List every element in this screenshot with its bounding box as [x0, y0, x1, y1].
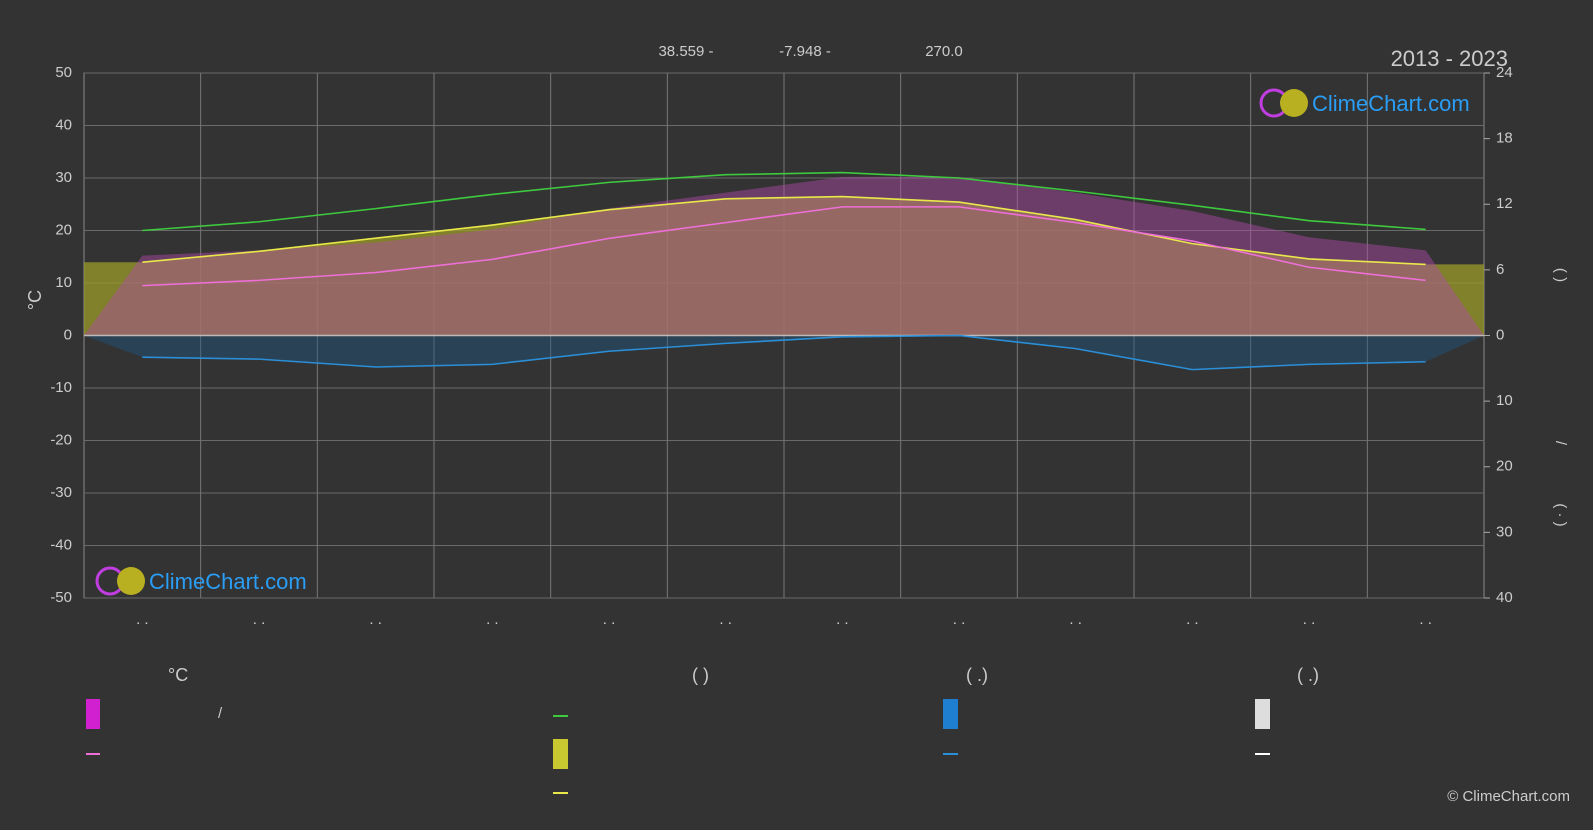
period: 2013 - 2023: [1391, 46, 1508, 71]
y3-axis-label: ( · ): [1552, 503, 1569, 526]
y2-tick-label: 0: [1496, 326, 1504, 343]
y3-tick-label: 40: [1496, 589, 1513, 606]
header-value: 38.559 -: [658, 43, 713, 60]
y-axis-label: °C: [25, 290, 45, 310]
y2-axis-label: ( ): [1552, 268, 1569, 282]
y2-tick-label: 6: [1496, 261, 1504, 278]
y3-tick-label: 20: [1496, 458, 1513, 475]
x-tick-label: . .: [1186, 611, 1199, 628]
y-tick-label: 20: [55, 221, 72, 238]
y2-tick-label: 18: [1496, 130, 1513, 147]
y3-tick-label: 30: [1496, 523, 1513, 540]
legend-header: °C: [168, 665, 188, 685]
y-tick-label: -50: [50, 589, 72, 606]
x-tick-label: . .: [369, 611, 382, 628]
x-tick-label: . .: [603, 611, 616, 628]
series-line: [142, 171, 1426, 232]
logo-sun: [117, 567, 145, 595]
y-tick-label: 10: [55, 274, 72, 291]
header-value: -7.948 -: [779, 43, 831, 60]
x-tick-label: . .: [136, 611, 149, 628]
legend-swatch: [943, 699, 958, 729]
x-tick-label: . .: [836, 611, 849, 628]
legend-swatch: [553, 739, 568, 769]
legend-header: ( .): [1297, 665, 1319, 685]
y-tick-label: 50: [55, 64, 72, 81]
logo-sun: [1280, 89, 1308, 117]
x-tick-label: . .: [953, 611, 966, 628]
plot: 50 40 30 20 10 0 -10 -20 -30 -40 -50 0 6 12 18 24 10 20 30…: [50, 64, 1512, 628]
legend-separator: /: [218, 705, 223, 722]
legend-swatch: [1255, 699, 1270, 729]
header-value: 270.0: [925, 43, 963, 60]
legend-header: ( ): [692, 665, 709, 685]
y2-tick-label: 12: [1496, 195, 1513, 212]
logo: ClimeChart.com: [95, 566, 307, 596]
precip-area: [84, 335, 1484, 370]
legend: °C ( ) ( .) ( .) /: [86, 665, 1319, 794]
series-line: [142, 206, 1426, 287]
y2-tick-label: 24: [1496, 64, 1513, 81]
x-tick-label: . .: [253, 611, 266, 628]
axis-separator: /: [1552, 441, 1569, 446]
y-tick-label: 40: [55, 116, 72, 133]
x-tick-label: . .: [486, 611, 499, 628]
y3-tick-label: 10: [1496, 392, 1513, 409]
x-tick-label: . .: [1303, 611, 1316, 628]
y-tick-label: -30: [50, 484, 72, 501]
x-tick-label: . .: [1069, 611, 1082, 628]
temperature-range: [84, 176, 1484, 336]
y-tick-label: -20: [50, 431, 72, 448]
logo-text: ClimeChart.com: [1312, 91, 1470, 116]
legend-header: ( .): [966, 665, 988, 685]
y-tick-label: 0: [64, 326, 72, 343]
logo-text: ClimeChart.com: [149, 569, 307, 594]
legend-swatch: [86, 699, 100, 729]
y-tick-label: 30: [55, 169, 72, 186]
x-tick-label: . .: [719, 611, 732, 628]
y-tick-label: -10: [50, 379, 72, 396]
sunshine-area: [84, 196, 1484, 336]
x-tick-label: . .: [1419, 611, 1432, 628]
y-tick-label: -40: [50, 536, 72, 553]
copyright: © ClimeChart.com: [1447, 788, 1570, 805]
logo: ClimeChart.com: [1259, 88, 1470, 118]
series-line: [142, 334, 1426, 371]
